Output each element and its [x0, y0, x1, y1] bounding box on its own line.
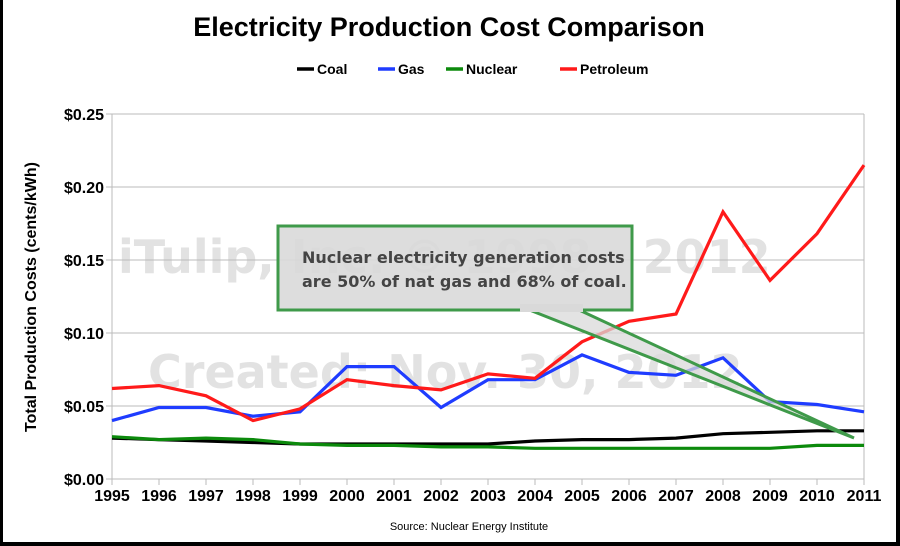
series-line-coal — [111, 429, 864, 446]
x-axis-ticks: 1995 1996 1997 1998 1999 2000 2001 2002 2003 2004… — [94, 488, 881, 505]
y-axis-ticks: $0.00 $0.05 $0.10 $0.15 $0.20 $0.25 — [64, 107, 104, 489]
chart-frame: Electricity Production Cost Comparison C… — [3, 0, 896, 542]
source-note: Source: Nuclear Energy Institute — [390, 521, 548, 533]
x-tick-label: 2000 — [329, 488, 365, 505]
callout-box — [276, 224, 634, 312]
x-tick-label: 2004 — [517, 488, 553, 505]
legend-label-petroleum: Petroleum — [580, 61, 648, 77]
legend: Coal Gas Nuclear Petroleum — [297, 61, 648, 77]
legend-label-gas: Gas — [398, 61, 425, 77]
x-tick-label: 2001 — [376, 488, 412, 505]
callout-text-line-1: Nuclear electricity generation costs — [302, 248, 625, 267]
y-tick-label: $0.00 — [64, 472, 104, 489]
callout-joint — [520, 304, 583, 312]
x-tick-label: 2008 — [705, 488, 741, 505]
x-tick-label: 2010 — [799, 488, 835, 505]
y-tick-label: $0.05 — [64, 399, 104, 416]
x-tick-label: 2002 — [423, 488, 459, 505]
y-tick-label: $0.10 — [64, 326, 104, 343]
y-tick-label: $0.20 — [64, 180, 104, 197]
x-tick-label: 2009 — [752, 488, 788, 505]
x-tick-label: 2005 — [564, 488, 600, 505]
y-tick-label: $0.25 — [64, 107, 104, 124]
callout-text-line-2: are 50% of nat gas and 68% of coal. — [302, 272, 627, 291]
chart-title: Electricity Production Cost Comparison — [193, 12, 705, 42]
y-tick-label: $0.15 — [64, 253, 104, 270]
x-tick-label: 1997 — [188, 488, 224, 505]
x-tick-label: 1996 — [141, 488, 177, 505]
x-tick-label: 2011 — [847, 488, 882, 505]
x-tick-label: 2007 — [658, 488, 694, 505]
x-tick-label: 2003 — [470, 488, 506, 505]
x-tick-label: 1995 — [94, 488, 130, 505]
x-tick-label: 1999 — [282, 488, 318, 505]
x-tick-label: 2006 — [611, 488, 647, 505]
x-tick-label: 1998 — [235, 488, 271, 505]
legend-label-coal: Coal — [317, 61, 347, 77]
callout-annotation: Nuclear electricity generation costs are… — [276, 224, 855, 440]
y-axis-label: Total Production Costs (cents/kWh) — [23, 162, 40, 432]
legend-label-nuclear: Nuclear — [466, 61, 518, 77]
series-line-nuclear — [111, 435, 864, 450]
series-line-petroleum — [111, 164, 866, 423]
series-lines — [111, 164, 866, 450]
chart: Electricity Production Cost Comparison C… — [23, 12, 881, 533]
